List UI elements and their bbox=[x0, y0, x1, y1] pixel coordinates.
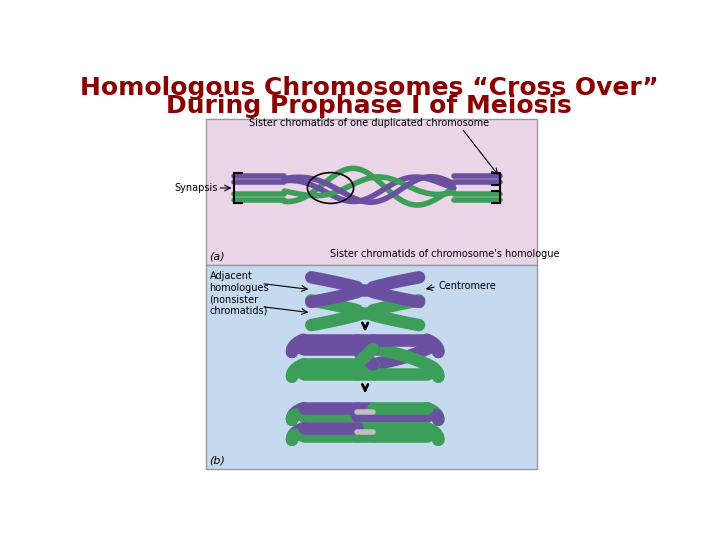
Text: During Prophase I of Meiosis: During Prophase I of Meiosis bbox=[166, 93, 572, 118]
FancyBboxPatch shape bbox=[206, 119, 537, 265]
Text: (a): (a) bbox=[210, 251, 225, 261]
Text: Sister chromatids of chromosome's homologue: Sister chromatids of chromosome's homolo… bbox=[330, 249, 560, 259]
Text: Homologous Chromosomes “Cross Over”: Homologous Chromosomes “Cross Over” bbox=[80, 76, 658, 100]
Text: (b): (b) bbox=[210, 455, 225, 465]
Text: Sister chromatids of one duplicated chromosome: Sister chromatids of one duplicated chro… bbox=[249, 118, 489, 127]
Text: Synapsis: Synapsis bbox=[174, 183, 217, 193]
FancyBboxPatch shape bbox=[206, 265, 537, 469]
Text: Centromere: Centromere bbox=[438, 281, 496, 291]
Text: Adjacent
homologues
(nonsister
chromatids): Adjacent homologues (nonsister chromatid… bbox=[210, 271, 269, 316]
